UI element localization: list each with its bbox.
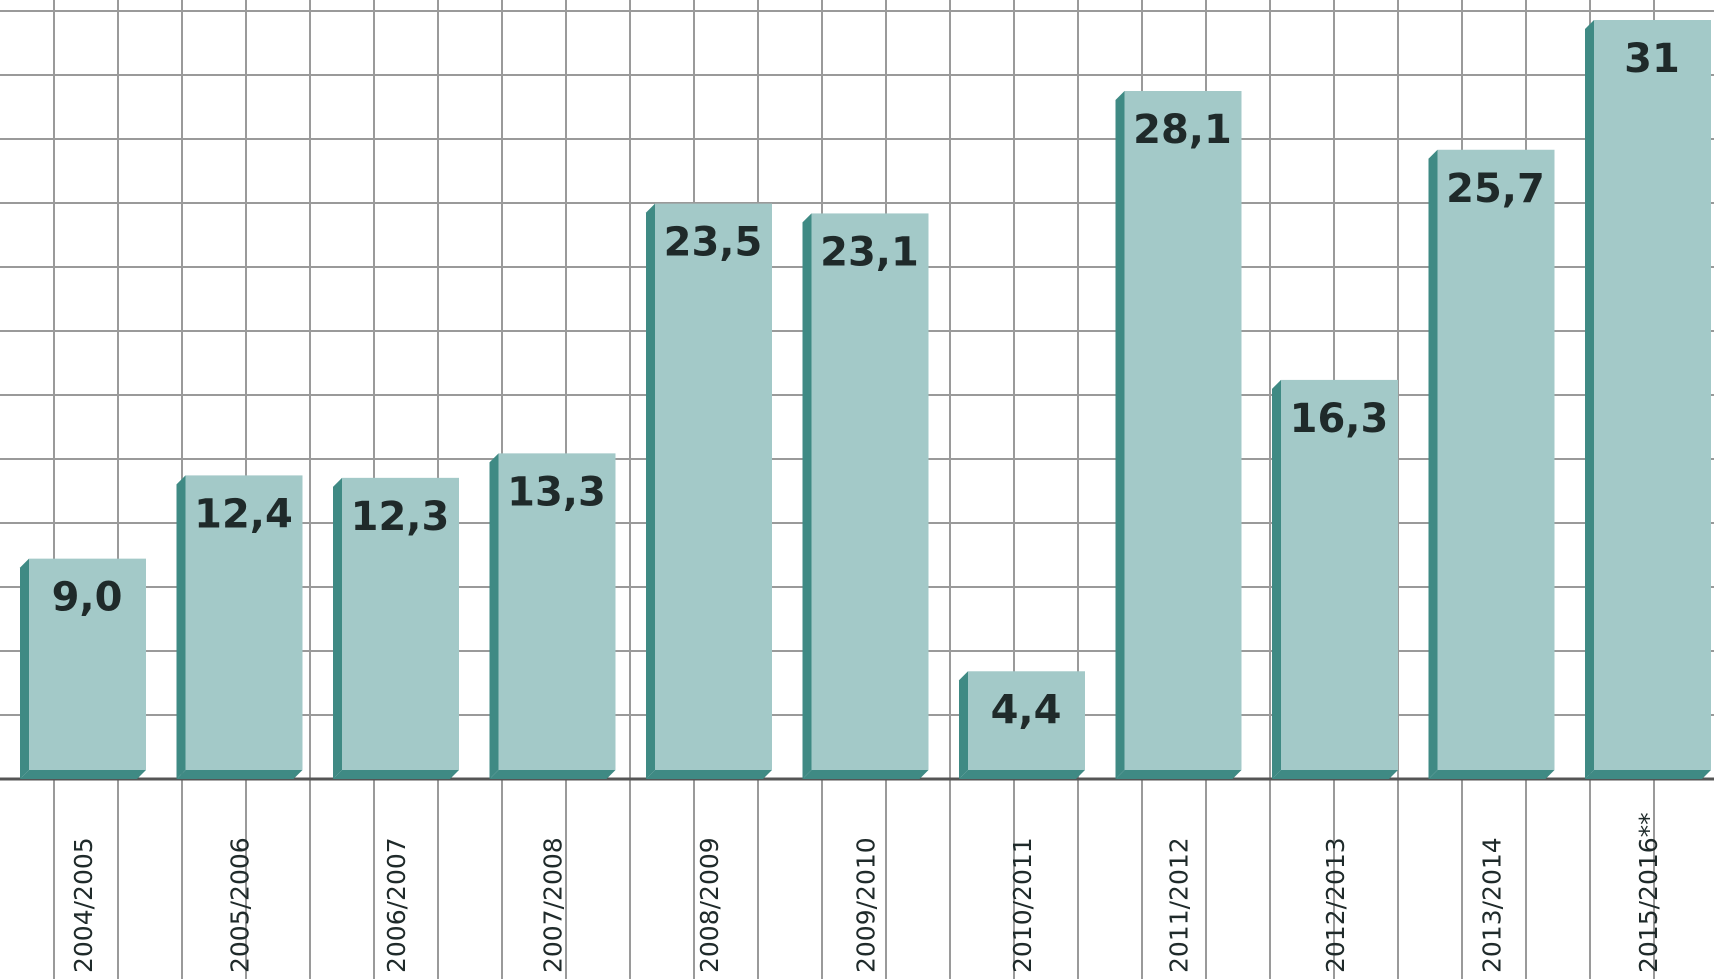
value-label: 25,7 <box>1446 166 1545 212</box>
bar-bottom <box>489 770 616 779</box>
value-label: 12,3 <box>351 494 450 540</box>
bar-side <box>1585 20 1594 779</box>
bar <box>968 671 1085 770</box>
bar-bottom <box>20 770 146 779</box>
x-tick-label: 2011/2012 <box>1165 837 1194 973</box>
bar <box>811 213 929 770</box>
x-tick-label: 2004/2005 <box>69 837 98 973</box>
bar-side <box>1115 91 1125 779</box>
x-tick-label: 2007/2008 <box>539 837 568 973</box>
x-tick-label: 2013/2014 <box>1478 837 1507 973</box>
value-label: 23,1 <box>820 229 919 275</box>
bar-side <box>646 203 655 779</box>
bar-side <box>802 213 812 779</box>
bar <box>1437 149 1555 770</box>
value-label: 13,3 <box>507 469 606 515</box>
bar <box>342 477 459 770</box>
bar <box>1281 379 1398 770</box>
x-tick-label: 2010/2011 <box>1008 837 1037 973</box>
bar-side <box>176 475 186 779</box>
x-tick-label: 2009/2010 <box>852 837 881 973</box>
bar <box>1594 20 1711 770</box>
bar <box>185 475 303 770</box>
x-tick-label: 2008/2009 <box>695 837 724 973</box>
bars <box>20 20 1711 779</box>
bar-bottom <box>646 770 772 779</box>
value-label: 12,4 <box>194 491 293 537</box>
x-tick-label: 2012/2013 <box>1321 837 1350 973</box>
bar <box>1124 91 1242 770</box>
value-label: 31 <box>1624 36 1680 82</box>
bar-side <box>20 558 29 779</box>
x-tick-label: 2015/2016** <box>1634 812 1663 973</box>
value-label: 16,3 <box>1290 396 1389 442</box>
bar <box>498 453 616 770</box>
value-label: 4,4 <box>991 687 1062 733</box>
bar-bottom <box>176 770 303 779</box>
bar-side <box>959 671 968 779</box>
labels: 9,0 2004/2005 12,4 2005/2006 12,3 2006/2007 13… <box>52 36 1680 973</box>
bar <box>29 558 146 770</box>
bar-side <box>489 453 499 779</box>
value-label: 23,5 <box>664 220 763 266</box>
x-tick-label: 2005/2006 <box>226 837 255 973</box>
value-label: 28,1 <box>1133 107 1232 153</box>
bar-side <box>333 477 342 779</box>
bar-bottom <box>959 770 1085 779</box>
bar-bottom <box>1272 770 1398 779</box>
bar-side <box>1272 379 1281 779</box>
bar-bottom <box>1115 770 1242 779</box>
bar-bottom <box>333 770 459 779</box>
bar-bottom <box>1428 770 1555 779</box>
bar-bottom <box>802 770 929 779</box>
bar-bottom <box>1585 770 1711 779</box>
bar-side <box>1428 149 1438 779</box>
bar <box>655 203 772 770</box>
value-label: 9,0 <box>52 575 123 621</box>
x-tick-label: 2006/2007 <box>382 837 411 973</box>
